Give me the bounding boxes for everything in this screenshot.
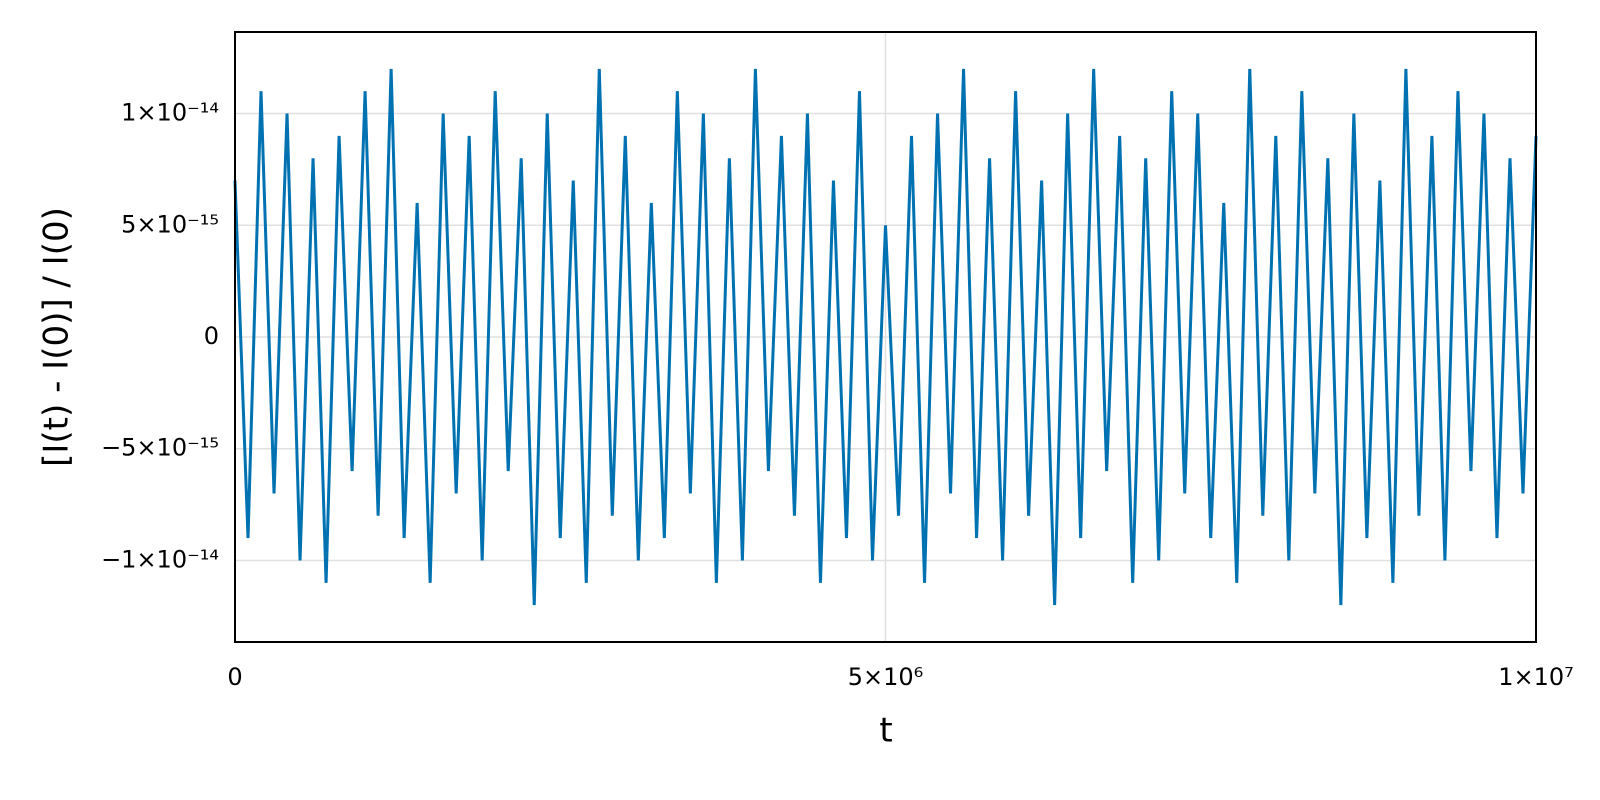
y-tick-label: 5×10⁻¹⁵ xyxy=(121,210,219,238)
data-line xyxy=(233,68,1538,606)
y-tick-label: 1×10⁻¹⁴ xyxy=(121,99,219,127)
y-tick-label: −1×10⁻¹⁴ xyxy=(101,545,219,573)
y-axis-label: [I(t) - I(0)] / I(0) xyxy=(37,207,77,467)
x-tick-label: 5×10⁶ xyxy=(848,663,924,691)
x-tick-label: 0 xyxy=(227,663,242,691)
x-tick-label: 1×10⁷ xyxy=(1498,663,1574,691)
x-axis-label: t xyxy=(879,711,892,751)
plot-frame xyxy=(234,31,1537,643)
y-tick-label: 0 xyxy=(204,322,219,350)
y-tick-label: −5×10⁻¹⁵ xyxy=(101,434,219,462)
